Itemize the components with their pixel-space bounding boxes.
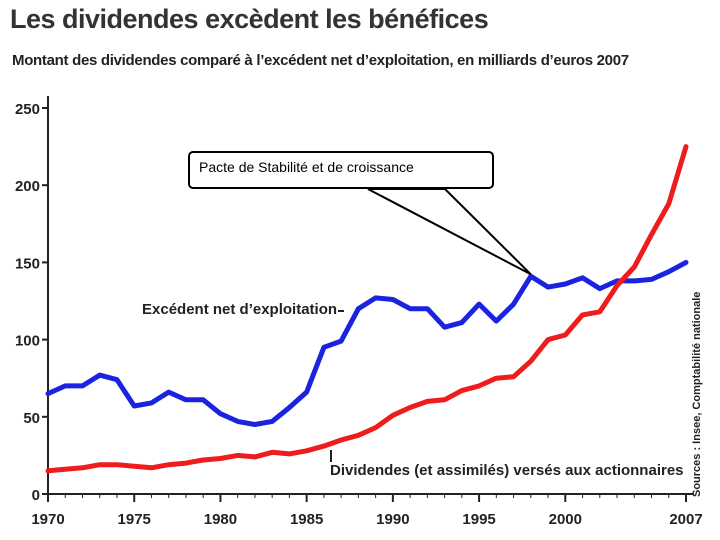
y-tick-label: 150 [15, 255, 40, 272]
x-tick-label: 1970 [31, 511, 64, 528]
legend-dividendes-label: Dividendes (et assimilés) versés aux act… [330, 462, 684, 479]
chart-subtitle: Montant des dividendes comparé à l’excéd… [12, 52, 629, 69]
y-tick-label: 100 [15, 333, 40, 350]
x-tick-label: 1995 [462, 511, 495, 528]
x-tick-label: 1980 [204, 511, 237, 528]
y-tick-label: 0 [32, 487, 40, 504]
chart-title: Les dividendes excèdent les bénéfices [10, 4, 489, 34]
x-tick-label: 1990 [376, 511, 409, 528]
x-tick-label: 1985 [290, 511, 323, 528]
y-tick-label: 50 [23, 410, 40, 427]
x-tick-label: 2007 [669, 511, 702, 528]
callout-pointer [367, 188, 532, 276]
x-tick-label: 2000 [549, 511, 582, 528]
x-tick-label: 1975 [118, 511, 151, 528]
y-tick-label: 200 [15, 178, 40, 195]
source-note: Sources : Insee, Comptabilité nationale [691, 292, 703, 497]
callout-box: Pacte de Stabilité et de croissance [188, 151, 494, 189]
y-tick-label: 250 [15, 101, 40, 118]
series-excedent-line [45, 259, 689, 427]
series-dividendes-line [45, 144, 689, 474]
legend-excedent-label: Excédent net d’exploitation [142, 301, 337, 318]
